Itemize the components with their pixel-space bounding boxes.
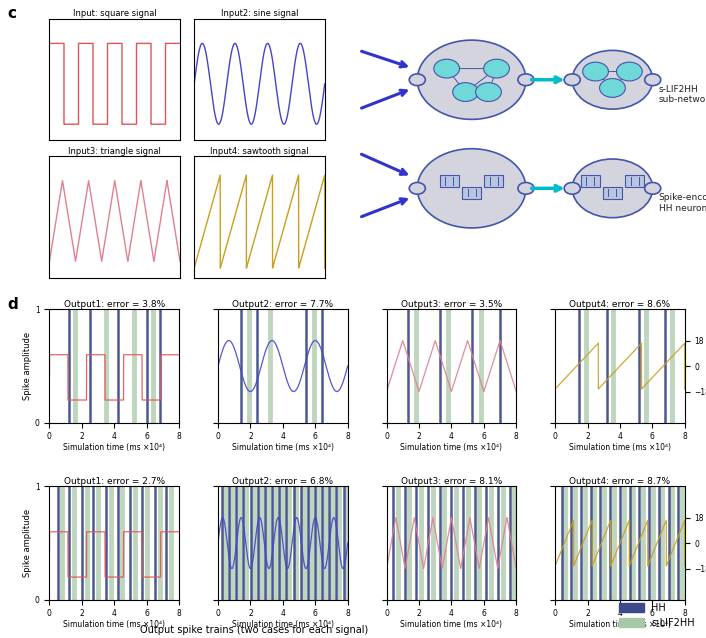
Circle shape xyxy=(564,182,580,194)
Text: d: d xyxy=(7,297,18,312)
X-axis label: Simulation time (ms ×10⁴): Simulation time (ms ×10⁴) xyxy=(64,620,165,629)
Circle shape xyxy=(409,182,425,194)
Title: Input3: triangle signal: Input3: triangle signal xyxy=(68,147,161,156)
FancyBboxPatch shape xyxy=(625,175,645,187)
Title: Input2: sine signal: Input2: sine signal xyxy=(221,10,298,19)
Y-axis label: Spike amplitude: Spike amplitude xyxy=(23,332,32,400)
X-axis label: Simulation time (ms ×10⁴): Simulation time (ms ×10⁴) xyxy=(569,443,671,452)
Title: Output4: error = 8.7%: Output4: error = 8.7% xyxy=(570,477,671,486)
Circle shape xyxy=(453,83,479,101)
Title: Input4: sawtooth signal: Input4: sawtooth signal xyxy=(210,147,309,156)
FancyBboxPatch shape xyxy=(440,175,459,187)
FancyBboxPatch shape xyxy=(603,187,622,198)
Title: Output3: error = 3.5%: Output3: error = 3.5% xyxy=(401,300,502,309)
Circle shape xyxy=(645,182,661,194)
Title: Output1: error = 3.8%: Output1: error = 3.8% xyxy=(64,300,165,309)
Title: Output1: error = 2.7%: Output1: error = 2.7% xyxy=(64,477,164,486)
Circle shape xyxy=(417,40,526,119)
Circle shape xyxy=(645,74,661,85)
X-axis label: Simulation time (ms ×10⁴): Simulation time (ms ×10⁴) xyxy=(400,443,503,452)
FancyBboxPatch shape xyxy=(462,187,481,198)
Title: Output3: error = 8.1%: Output3: error = 8.1% xyxy=(401,477,502,486)
Circle shape xyxy=(518,182,534,194)
X-axis label: Simulation time (ms ×10⁴): Simulation time (ms ×10⁴) xyxy=(232,443,334,452)
X-axis label: Simulation time (ms ×10⁴): Simulation time (ms ×10⁴) xyxy=(400,620,503,629)
Title: Output2: error = 6.8%: Output2: error = 6.8% xyxy=(232,477,333,486)
Text: c: c xyxy=(7,6,16,22)
Title: Input: square signal: Input: square signal xyxy=(73,10,157,19)
Circle shape xyxy=(573,159,653,218)
Text: Output spike trains (two cases for each signal): Output spike trains (two cases for each … xyxy=(140,625,369,635)
Circle shape xyxy=(573,50,653,109)
Text: Spike-encoded
HH neurons: Spike-encoded HH neurons xyxy=(659,193,706,212)
X-axis label: Simulation time (ms ×10⁴): Simulation time (ms ×10⁴) xyxy=(232,620,334,629)
Circle shape xyxy=(476,83,501,101)
FancyBboxPatch shape xyxy=(580,175,600,187)
X-axis label: Simulation time (ms ×10⁴): Simulation time (ms ×10⁴) xyxy=(569,620,671,629)
Circle shape xyxy=(616,62,642,81)
FancyBboxPatch shape xyxy=(484,175,503,187)
Circle shape xyxy=(599,78,626,98)
Circle shape xyxy=(417,149,526,228)
Circle shape xyxy=(518,74,534,85)
Title: Output4: error = 8.6%: Output4: error = 8.6% xyxy=(570,300,671,309)
Circle shape xyxy=(409,74,425,85)
Title: Output2: error = 7.7%: Output2: error = 7.7% xyxy=(232,300,333,309)
Circle shape xyxy=(484,59,510,78)
Text: s-LIF2HH
sub-networks: s-LIF2HH sub-networks xyxy=(659,85,706,104)
Circle shape xyxy=(582,62,609,81)
Legend: HH, s-LIF2HH: HH, s-LIF2HH xyxy=(616,599,699,632)
X-axis label: Simulation time (ms ×10⁴): Simulation time (ms ×10⁴) xyxy=(64,443,165,452)
Circle shape xyxy=(433,59,460,78)
Circle shape xyxy=(564,74,580,85)
Y-axis label: Spike amplitude: Spike amplitude xyxy=(23,509,32,577)
